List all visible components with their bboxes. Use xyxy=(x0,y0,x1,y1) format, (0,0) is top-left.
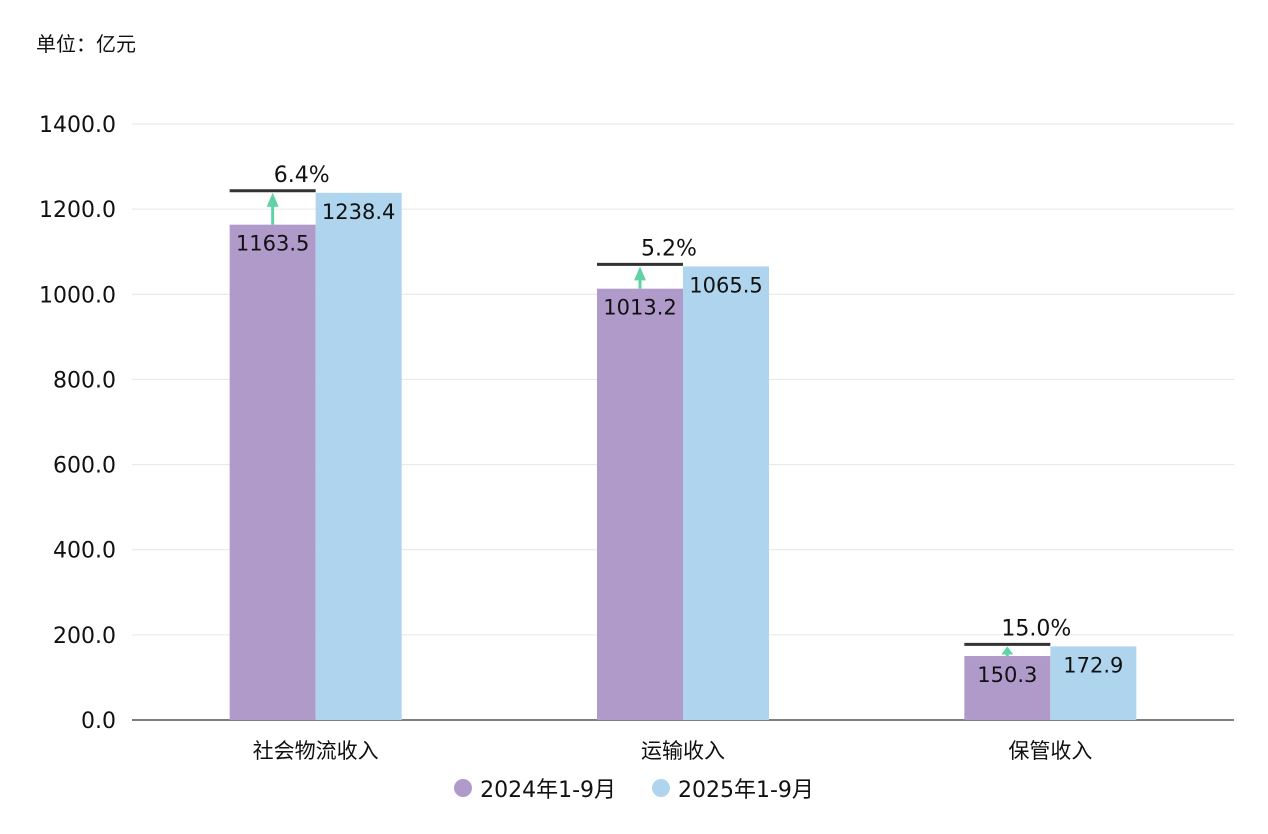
y-tick-label: 1400.0 xyxy=(39,113,116,138)
legend: 2024年1-9月 2025年1-9月 xyxy=(0,772,1268,804)
bar-chart: 0.0 200.0 400.0 600.0 800.0 1000.0 1200.0 1400.… xyxy=(39,113,1234,763)
bar-2025 xyxy=(1050,646,1137,720)
bar-2024 xyxy=(964,656,1051,720)
y-tick-label: 200.0 xyxy=(53,624,116,649)
y-tick-label: 0.0 xyxy=(81,709,116,734)
growth-label: 15.0% xyxy=(1001,616,1071,641)
bar-value-label: 1238.4 xyxy=(322,200,395,224)
bar-value-label: 1163.5 xyxy=(236,232,309,256)
legend-label-2025: 2025年1-9月 xyxy=(678,778,814,803)
bar-value-label: 1065.5 xyxy=(689,273,762,297)
growth-arrow-head xyxy=(266,192,279,207)
growth-arrow-head xyxy=(1001,646,1014,655)
legend-swatch-2025 xyxy=(652,779,670,797)
growth-arrow-head xyxy=(634,266,646,281)
bar-2024 xyxy=(597,288,683,720)
bar-value-label: 172.9 xyxy=(1063,653,1123,677)
unit-label: 单位：亿元 xyxy=(36,32,136,56)
x-tick-label: 保管收入 xyxy=(1008,739,1092,763)
y-tick-label: 400.0 xyxy=(53,539,116,564)
growth-label: 6.4% xyxy=(274,163,330,188)
y-tick-label: 1000.0 xyxy=(39,283,116,308)
x-tick-label: 社会物流收入 xyxy=(253,739,379,763)
bar-2024 xyxy=(229,224,316,720)
legend-item-2024[interactable]: 2024年1-9月 xyxy=(454,772,616,804)
y-tick-label: 800.0 xyxy=(53,368,116,393)
legend-item-2025[interactable]: 2025年1-9月 xyxy=(652,772,814,804)
bar-value-label: 150.3 xyxy=(977,663,1037,687)
y-tick-label: 1200.0 xyxy=(39,198,116,223)
bar-2025 xyxy=(683,266,769,720)
x-tick-label: 运输收入 xyxy=(641,739,725,763)
y-tick-label: 600.0 xyxy=(53,454,116,479)
legend-label-2024: 2024年1-9月 xyxy=(480,778,616,803)
growth-label: 5.2% xyxy=(641,236,697,261)
bar-value-label: 1013.2 xyxy=(603,296,676,320)
bar-2025 xyxy=(315,192,402,721)
legend-swatch-2024 xyxy=(454,779,473,797)
